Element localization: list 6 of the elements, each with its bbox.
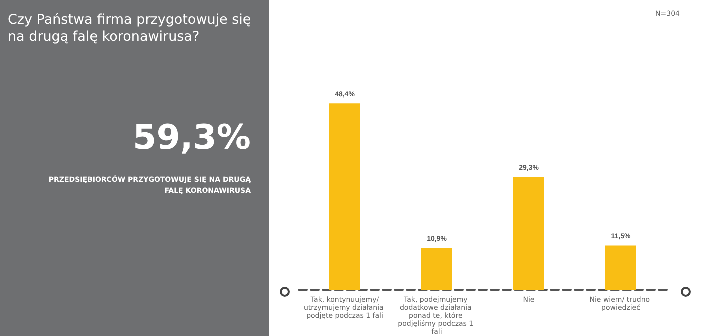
bar	[422, 248, 452, 290]
bar	[606, 246, 636, 290]
text: 59,3%	[133, 118, 251, 158]
bar	[514, 177, 544, 290]
bar	[330, 104, 360, 290]
text: Czy Państwa firma przygotowuje się na drugą falę koronawirusa?	[8, 12, 252, 46]
